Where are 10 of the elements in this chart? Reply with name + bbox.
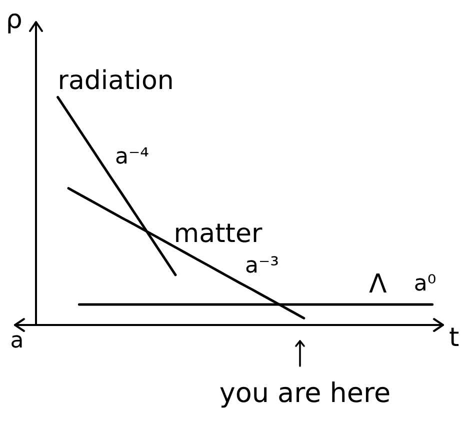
annotation: a⁻³ xyxy=(245,254,279,278)
y-axis-title: ρ xyxy=(6,5,22,35)
series-label: radiation xyxy=(58,66,174,96)
text: a xyxy=(10,328,24,354)
series-label: matter xyxy=(174,218,262,249)
annotation: a⁰ xyxy=(414,272,436,296)
text: you are here xyxy=(219,378,391,409)
annotation: a⁻⁴ xyxy=(115,144,150,170)
series-label: Λ xyxy=(369,269,388,300)
x-axis-title: t xyxy=(449,323,460,353)
